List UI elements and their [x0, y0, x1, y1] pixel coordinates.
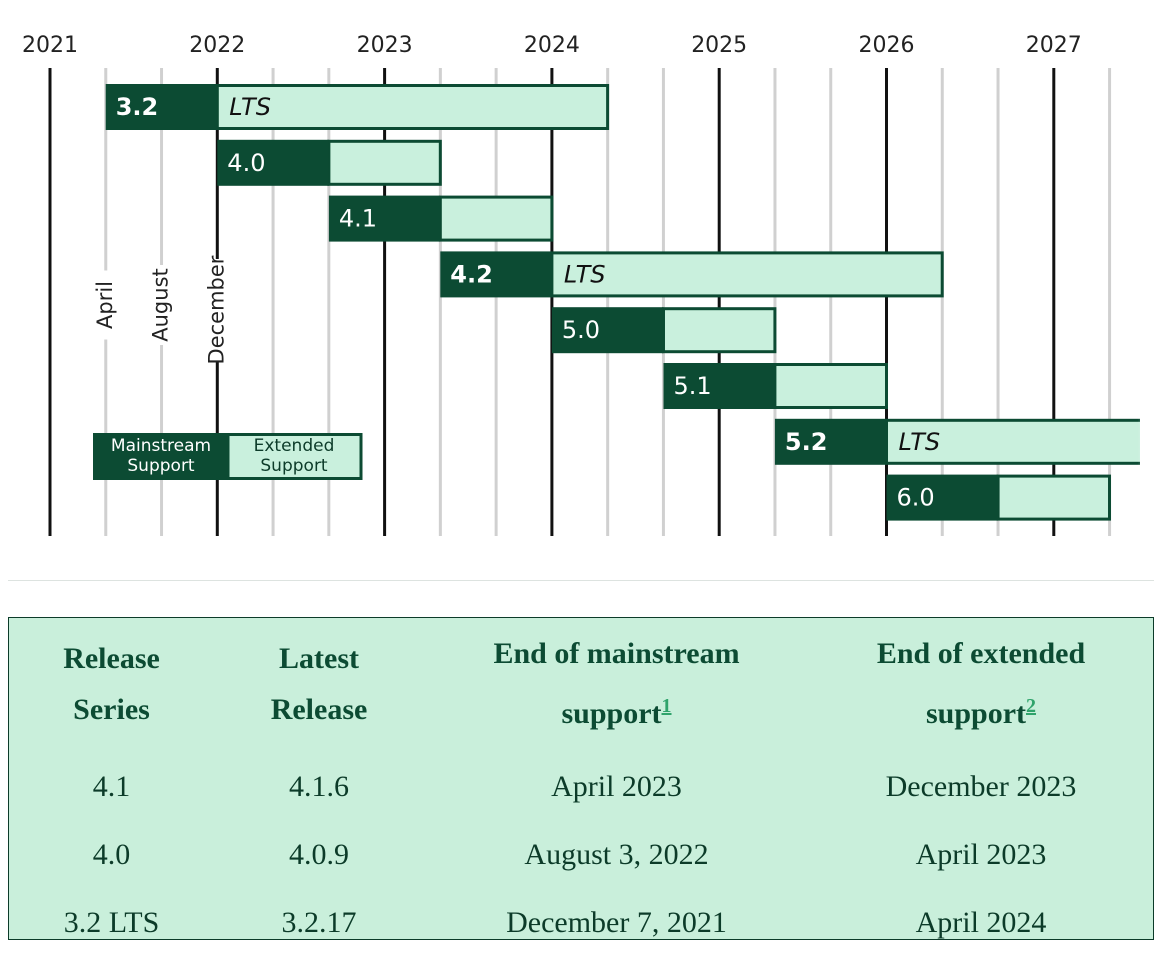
release-label: 4.1 [339, 205, 377, 233]
extended-bar [663, 309, 774, 352]
table-cell: August 3, 2022 [424, 821, 809, 889]
table-cell: December 7, 2021 [424, 889, 809, 957]
year-label: 2027 [1026, 33, 1082, 58]
release-table: Release Series Latest Release End of mainstr… [8, 617, 1154, 940]
table-cell: 4.1.6 [214, 753, 424, 821]
release-label: 3.2 [116, 93, 159, 121]
header-text: support [561, 697, 661, 730]
year-label: 2026 [859, 33, 915, 58]
year-label: 2021 [22, 33, 78, 58]
header-text: support [926, 697, 1026, 730]
table-cell: December 2023 [809, 753, 1153, 821]
table-cell: April 2023 [424, 753, 809, 821]
year-label: 2022 [189, 33, 245, 58]
table-cell: 4.0 [9, 821, 214, 889]
header-cell: End of mainstream support1 [424, 618, 809, 753]
fade-end [1140, 410, 1162, 474]
header-text: Release [63, 642, 160, 675]
footnote-link[interactable]: 1 [662, 695, 672, 717]
table-cell: April 2024 [809, 889, 1153, 957]
table-cell: 3.2 LTS [9, 889, 214, 957]
extended-bar [440, 197, 552, 240]
legend-text: Support [260, 456, 328, 476]
release-label: 5.0 [562, 316, 600, 344]
release-label: 5.1 [673, 372, 711, 400]
release-label: 5.2 [785, 428, 828, 456]
lts-label: LTS [899, 428, 941, 456]
extended-bar [552, 253, 942, 296]
lts-label: LTS [564, 260, 606, 288]
footnote-link[interactable]: 2 [1026, 695, 1036, 717]
timeline: 2021 2022 2023 2024 2025 2026 2027 April August D… [0, 0, 1162, 570]
header-text: Latest [279, 642, 359, 675]
header-text: End of extended [877, 637, 1085, 670]
release-label: 6.0 [897, 484, 935, 512]
month-label: August [149, 268, 173, 342]
extended-bar [998, 476, 1109, 519]
legend-text: Mainstream [111, 436, 211, 456]
table-cell: 4.1 [9, 753, 214, 821]
legend-text: Support [127, 456, 195, 476]
table: Release Series Latest Release End of mainstr… [9, 618, 1153, 957]
extended-bar [217, 86, 607, 129]
footnote: 2 [1026, 691, 1036, 718]
table-cell: 4.0.9 [214, 821, 424, 889]
header-text: Release [271, 693, 368, 726]
footnote: 1 [662, 691, 672, 718]
year-label: 2025 [691, 33, 747, 58]
extended-bar [775, 365, 887, 408]
month-label: April [93, 281, 117, 329]
separator [8, 580, 1154, 581]
table-cell: April 2023 [809, 821, 1153, 889]
header-text: End of mainstream [493, 637, 739, 670]
header-text: Series [73, 693, 150, 726]
legend-text: Extended [254, 436, 335, 456]
header-cell: Release Series [9, 618, 214, 753]
extended-bar [329, 141, 440, 184]
release-label: 4.2 [450, 260, 493, 288]
release-label: 4.0 [227, 149, 265, 177]
year-label: 2024 [524, 33, 580, 58]
year-label: 2023 [357, 33, 413, 58]
header-cell: End of extended support2 [809, 618, 1153, 753]
month-label: December [204, 255, 228, 364]
header-cell: Latest Release [214, 618, 424, 753]
table-cell: 3.2.17 [214, 889, 424, 957]
lts-label: LTS [229, 93, 271, 121]
